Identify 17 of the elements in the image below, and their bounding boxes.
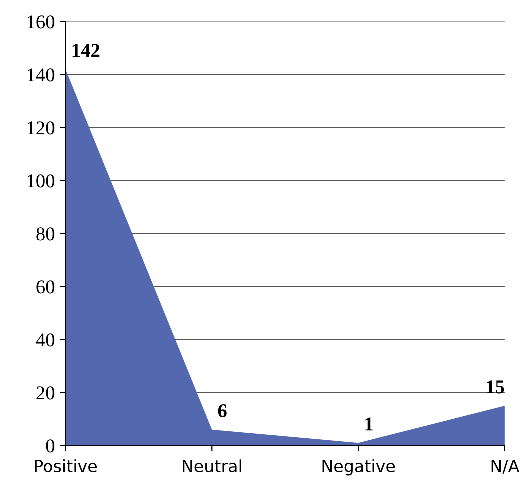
- y-tick-label: 20: [36, 386, 55, 400]
- x-tick-label: Neutral: [183, 460, 242, 473]
- data-label: 15: [487, 380, 504, 394]
- y-tick-label: 0: [46, 440, 55, 453]
- x-tick-label: Negative: [322, 460, 396, 476]
- y-tick-label: 60: [36, 280, 55, 294]
- y-tick-label: 100: [28, 174, 55, 188]
- y-tick-label: 140: [28, 68, 55, 82]
- y-tick-label: 80: [36, 228, 55, 241]
- x-tick-label: Positive: [35, 460, 97, 473]
- data-label: 142: [72, 44, 100, 58]
- data-label: 1: [366, 418, 373, 431]
- x-tick-label: N/A: [492, 460, 520, 474]
- y-tick-label: 40: [36, 334, 55, 347]
- data-label: 6: [218, 404, 227, 418]
- y-tick-label: 120: [28, 122, 55, 135]
- y-tick-label: 160: [28, 16, 55, 29]
